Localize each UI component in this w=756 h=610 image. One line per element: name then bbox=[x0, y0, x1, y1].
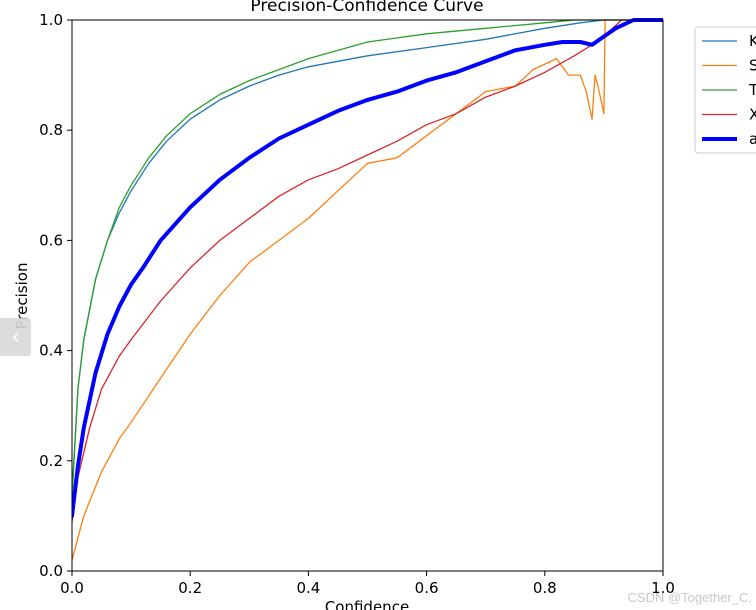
x-axis-ticks: 0.0 0.2 0.4 0.6 0.8 1.0 bbox=[60, 571, 675, 597]
series-lines bbox=[72, 18, 663, 561]
watermark: CSDN @Together_C. bbox=[627, 590, 752, 605]
y-tick-label: 0.6 bbox=[39, 231, 63, 249]
x-tick-label: 0.4 bbox=[296, 579, 320, 597]
y-tick-label: 0.4 bbox=[39, 342, 63, 360]
x-tick-label: 1.0 bbox=[651, 579, 675, 597]
legend-label: a bbox=[749, 130, 756, 148]
y-tick-label: 0.2 bbox=[39, 452, 63, 470]
chevron-left-icon: ‹ bbox=[11, 324, 20, 350]
chart-title: Precision-Confidence Curve bbox=[250, 0, 483, 16]
legend-label: T bbox=[748, 81, 756, 99]
collapse-nav-button[interactable]: ‹ bbox=[0, 318, 31, 356]
legend-label: S bbox=[749, 57, 756, 75]
series-line-X bbox=[72, 19, 663, 523]
legend-label: X bbox=[749, 106, 756, 124]
y-tick-label: 0.8 bbox=[39, 121, 63, 139]
series-line-K bbox=[72, 19, 663, 495]
y-tick-label: 0.0 bbox=[39, 562, 63, 580]
y-axis-label: Precision bbox=[13, 263, 31, 330]
x-tick-label: 0.6 bbox=[415, 579, 439, 597]
series-line-S bbox=[72, 19, 617, 561]
series-line-T bbox=[72, 19, 663, 501]
y-tick-label: 1.0 bbox=[39, 11, 63, 29]
plot-frame bbox=[71, 19, 664, 572]
y-axis-ticks: 0.0 0.2 0.4 0.6 0.8 1.0 bbox=[39, 11, 72, 580]
legend-label: K bbox=[749, 32, 756, 50]
x-tick-label: 0.8 bbox=[533, 579, 557, 597]
x-axis-label: Confidence bbox=[325, 598, 409, 610]
series-line-a bbox=[72, 18, 663, 518]
x-tick-label: 0.0 bbox=[60, 579, 84, 597]
x-tick-label: 0.2 bbox=[178, 579, 202, 597]
